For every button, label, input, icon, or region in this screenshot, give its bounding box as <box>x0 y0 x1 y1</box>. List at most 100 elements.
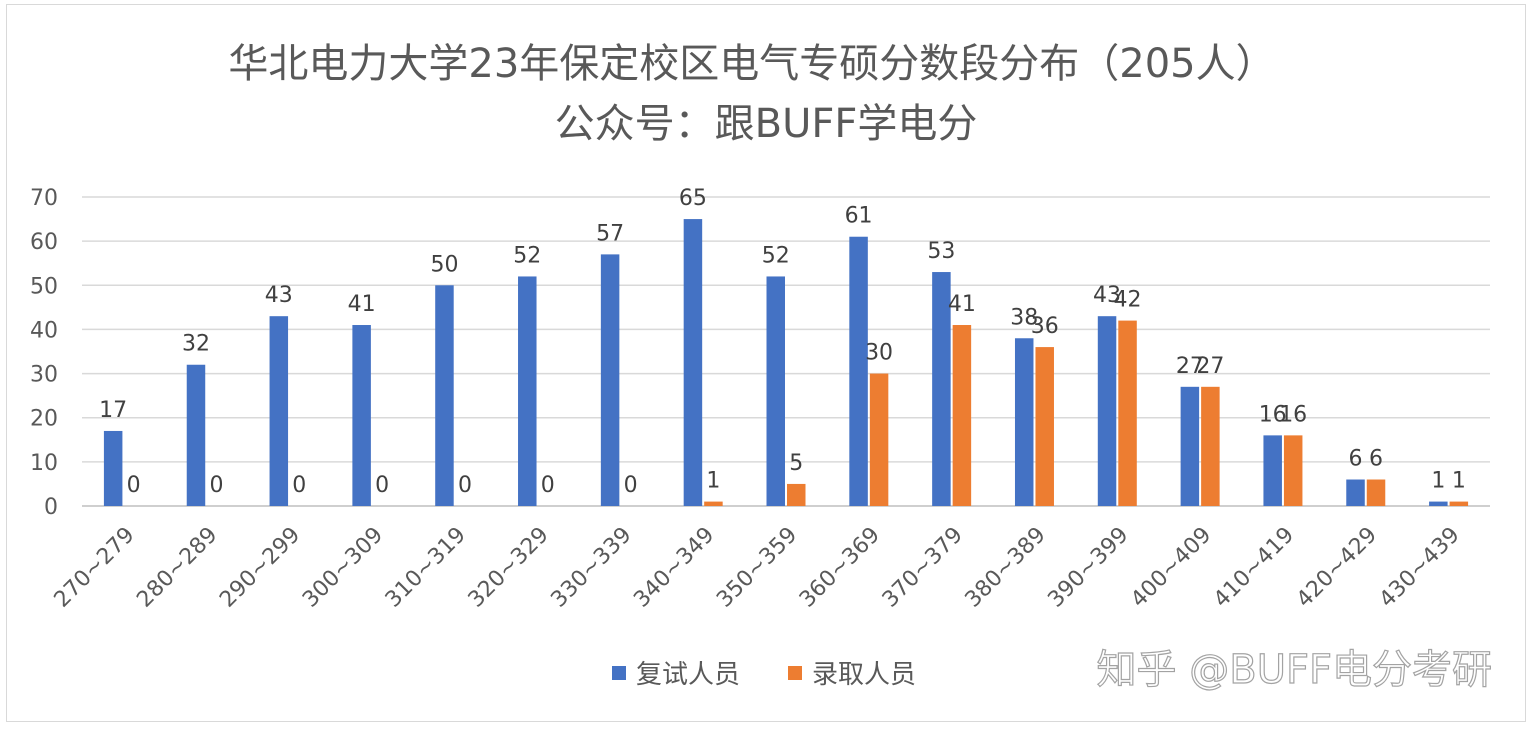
bar-series-0 <box>1014 338 1034 506</box>
bar-series-0 <box>269 316 289 506</box>
bar-series-0 <box>683 219 703 507</box>
legend-swatch-series-1 <box>788 666 802 680</box>
data-label: 0 <box>624 473 638 498</box>
bar-series-1 <box>1118 320 1137 506</box>
data-label: 0 <box>127 473 141 498</box>
bar-series-1 <box>1283 435 1303 506</box>
x-axis-ticks: 270~279280~289290~299300~309310~319320~3… <box>50 523 1465 613</box>
legend: 复试人员 录取人员 <box>612 660 916 690</box>
data-label: 53 <box>927 239 955 264</box>
bar-series-0 <box>766 276 785 506</box>
y-tick-label: 0 <box>44 495 58 520</box>
x-tick-label: 430~439 <box>1375 523 1465 613</box>
bar-series-1 <box>1201 386 1220 506</box>
y-tick-label: 20 <box>30 407 58 432</box>
bar-series-0 <box>1097 316 1117 506</box>
bar-series-0 <box>518 276 537 506</box>
bar-series-0 <box>1346 479 1365 506</box>
bar-series-1 <box>1449 501 1469 506</box>
data-label: 1 <box>1452 469 1466 494</box>
data-label: 43 <box>1093 283 1121 308</box>
x-tick-label: 320~329 <box>464 523 554 613</box>
data-label: 36 <box>1031 314 1059 339</box>
y-tick-label: 50 <box>30 274 58 299</box>
data-label: 16 <box>1279 402 1307 427</box>
data-labels: 1703204304105005205706515256130534138364… <box>99 186 1466 498</box>
x-tick-label: 400~409 <box>1126 523 1216 613</box>
y-tick-label: 60 <box>30 230 58 255</box>
legend-label-series-1: 录取人员 <box>812 660 916 690</box>
gridlines <box>82 196 1490 507</box>
bar-series-0 <box>352 325 371 506</box>
data-label: 30 <box>865 341 893 366</box>
data-label: 65 <box>679 186 707 211</box>
x-tick-label: 280~289 <box>132 523 222 613</box>
y-tick-label: 70 <box>30 186 58 211</box>
data-label: 38 <box>1010 305 1038 330</box>
data-label: 52 <box>513 243 541 268</box>
x-tick-label: 330~339 <box>546 523 636 613</box>
x-tick-label: 300~309 <box>298 523 388 613</box>
bar-series-0 <box>186 364 206 506</box>
data-label: 43 <box>265 283 293 308</box>
data-label: 17 <box>99 398 127 423</box>
data-label: 42 <box>1114 288 1142 313</box>
chart-frame <box>6 4 1526 722</box>
data-label: 0 <box>541 473 555 498</box>
x-tick-label: 270~279 <box>50 523 140 613</box>
data-label: 61 <box>845 204 873 229</box>
y-tick-label: 40 <box>30 318 58 343</box>
x-tick-label: 310~319 <box>381 523 471 613</box>
chart-subtitle: 公众号：跟BUFF学电分 <box>555 101 978 147</box>
data-label: 1 <box>706 469 720 494</box>
legend-label-series-0: 复试人员 <box>636 660 740 690</box>
bar-series-0 <box>1263 435 1282 506</box>
legend-swatch-series-0 <box>612 666 626 680</box>
data-label: 41 <box>348 292 376 317</box>
data-label: 0 <box>375 473 389 498</box>
chart-title: 华北电力大学23年保定校区电气专硕分数段分布（205人） <box>228 41 1275 87</box>
bar-series-0 <box>1180 386 1200 506</box>
bar-series-0 <box>932 272 951 506</box>
data-label: 52 <box>762 243 790 268</box>
data-label: 6 <box>1369 447 1383 472</box>
data-label: 32 <box>182 332 210 357</box>
data-label: 6 <box>1349 447 1363 472</box>
x-tick-label: 350~359 <box>712 523 802 613</box>
x-tick-label: 390~399 <box>1043 523 1133 613</box>
data-label: 16 <box>1259 402 1287 427</box>
x-tick-label: 420~429 <box>1292 523 1382 613</box>
x-tick-label: 290~299 <box>215 523 305 613</box>
bar-series-0 <box>1429 501 1448 506</box>
data-label: 1 <box>1431 469 1445 494</box>
x-tick-label: 380~389 <box>961 523 1051 613</box>
data-label: 27 <box>1196 354 1224 379</box>
bars <box>103 219 1469 507</box>
data-label: 27 <box>1176 354 1204 379</box>
bar-series-1 <box>704 501 723 506</box>
bar-series-1 <box>869 373 889 506</box>
data-label: 41 <box>948 292 976 317</box>
bar-series-0 <box>849 236 868 506</box>
bar-series-1 <box>787 483 806 506</box>
x-tick-label: 410~419 <box>1209 523 1299 613</box>
x-tick-label: 370~379 <box>878 523 968 613</box>
bar-series-0 <box>600 254 620 506</box>
bar-series-0 <box>103 430 123 506</box>
y-axis-ticks: 0 10 20 30 40 50 60 70 <box>30 186 58 520</box>
data-label: 0 <box>292 473 306 498</box>
x-tick-label: 360~369 <box>795 523 885 613</box>
data-label: 57 <box>596 221 624 246</box>
x-tick-label: 340~349 <box>629 523 719 613</box>
data-label: 50 <box>430 252 458 277</box>
y-tick-label: 10 <box>30 451 58 476</box>
bar-series-1 <box>1035 347 1054 506</box>
data-label: 0 <box>209 473 223 498</box>
bar-series-0 <box>435 285 454 506</box>
data-label: 5 <box>789 451 803 476</box>
bar-series-1 <box>1366 479 1386 506</box>
watermark: 知乎 @BUFF电分考研 <box>1097 647 1492 693</box>
bar-series-1 <box>952 325 972 506</box>
data-label: 0 <box>458 473 472 498</box>
